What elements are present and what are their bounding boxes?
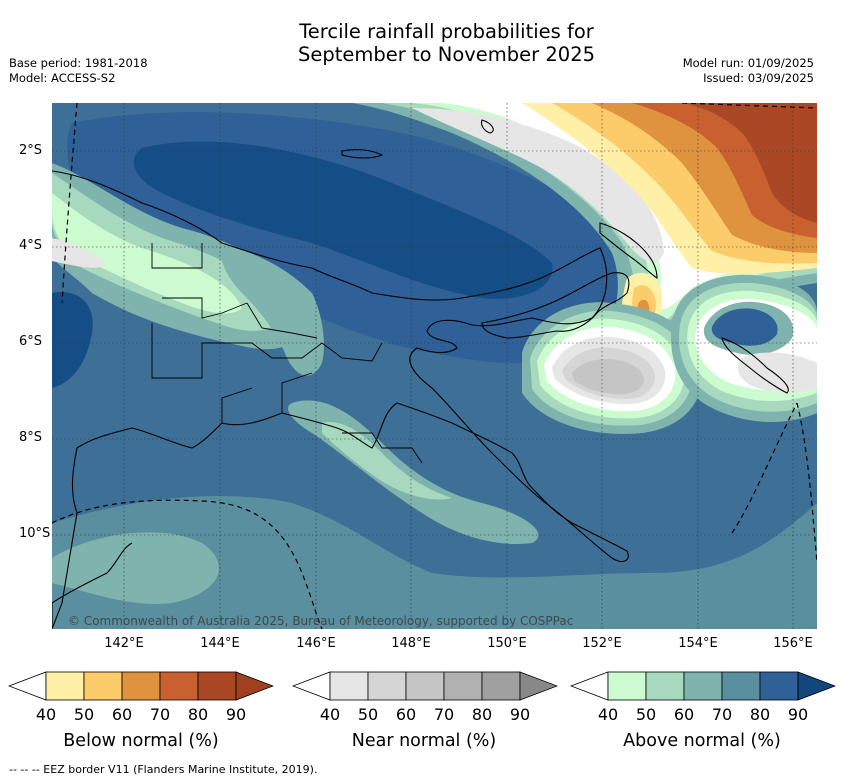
colorbar-segment [607,671,647,701]
colorbar-segment [405,671,445,701]
region-above-80-bougainville-inner [711,308,778,346]
eez-footnote: -- -- -- EEZ border V11 (Flanders Marine… [9,763,318,776]
colorbar-segment [721,671,761,701]
colorbar-segment [197,671,237,701]
meta-left: Base period: 1981-2018 Model: ACCESS-S2 [9,56,148,86]
lon-label-154e: 154°E [678,636,718,651]
tick: 50 [73,705,95,724]
tick: 70 [711,705,733,724]
colorbar-segment [45,671,85,701]
title-line-1: Tercile rainfall probabilities for [299,20,594,43]
colorbar-segment [481,671,521,701]
colorbar-segment [443,671,483,701]
tick: 80 [187,705,209,724]
colorbar-segment [645,671,685,701]
colorbar-above-normal [570,671,836,701]
colorbar-min-extension [8,671,47,701]
colorbar-segment [683,671,723,701]
region-near-bougainville [737,352,817,393]
tick: 90 [787,705,809,724]
colorbar-above-label: Above normal (%) [623,731,781,751]
region-below-80-northeast [682,103,817,223]
meta-right: Model run: 01/09/2025 Issued: 03/09/2025 [683,56,814,86]
graticule [52,103,817,629]
colorbar-below-normal [8,671,274,701]
colorbar-near-normal [292,671,558,701]
new-britain-coast [481,272,630,339]
tick: 60 [673,705,695,724]
lon-label-148e: 148°E [391,636,431,651]
colorbar-segment [367,671,407,701]
region-above-60-south [52,495,817,629]
region-above-60-central-north [220,243,324,376]
coastlines [52,119,789,629]
tick: 50 [357,705,379,724]
region-above-40-west [52,193,242,314]
colorbar-max-extension [797,671,836,701]
manus-coast [341,149,384,159]
model-run: Model run: 01/09/2025 [682,56,814,70]
colorbar-segment [159,671,199,701]
lat-label-8s: 8°S [19,430,43,445]
colorbar-min-extension [292,671,331,701]
tick: 70 [433,705,455,724]
colorbar-min-extension [570,671,609,701]
model-name: Model: ACCESS-S2 [9,71,116,85]
lat-label-2s: 2°S [19,143,43,158]
tick: 40 [35,705,57,724]
tick: 70 [149,705,171,724]
map-title: Tercile rainfall probabilities for Septe… [0,20,850,66]
rainfall-probability-map: © Commonwealth of Australia 2025, Bureau… [52,103,817,629]
tick: 80 [471,705,493,724]
colorbar-max-extension [519,671,558,701]
tick: 80 [749,705,771,724]
tick: 40 [597,705,619,724]
region-above-50-central [322,422,452,500]
lon-label-152e: 152°E [582,636,622,651]
region-above-90-west [52,292,93,388]
tick: 50 [635,705,657,724]
copyright-credit: © Commonwealth of Australia 2025, Bureau… [68,614,573,628]
lat-label-6s: 6°S [19,334,43,349]
tick: 90 [225,705,247,724]
tick: 90 [509,705,531,724]
region-near-west [52,238,107,268]
provincial-borders [151,243,423,464]
colorbar-segment [121,671,161,701]
colorbar-segment [759,671,799,701]
lon-label-146e: 146°E [296,636,336,651]
lon-label-156e: 156°E [773,636,813,651]
bougainville-coast [721,337,789,394]
region-above-50-southwest [52,532,219,604]
tick: 60 [111,705,133,724]
base-period: Base period: 1981-2018 [9,56,148,70]
lat-label-10s: 10°S [19,526,51,541]
colorbar-segment [329,671,369,701]
tick: 60 [395,705,417,724]
title-line-2: September to November 2025 [297,43,596,66]
issued-date: Issued: 03/09/2025 [703,71,814,85]
lon-label-144e: 144°E [200,636,240,651]
lon-label-142e: 142°E [104,636,144,651]
colorbar-below-label: Below normal (%) [63,731,219,751]
new-ireland-coast [599,222,658,279]
colorbar-near-label: Near normal (%) [351,731,497,751]
colorbar-max-extension [235,671,274,701]
region-near-60-east-blob [572,359,644,395]
tick: 40 [319,705,341,724]
australia-coast [52,542,133,629]
region-above-90-core [133,141,553,299]
region-near-40-north [412,108,664,262]
lon-label-150e: 150°E [487,636,527,651]
colorbar-segment [83,671,123,701]
lat-label-4s: 4°S [19,238,43,253]
new-hanover-coast [480,119,494,134]
new-guinea-coast [52,170,629,629]
eez-borders [52,103,817,629]
